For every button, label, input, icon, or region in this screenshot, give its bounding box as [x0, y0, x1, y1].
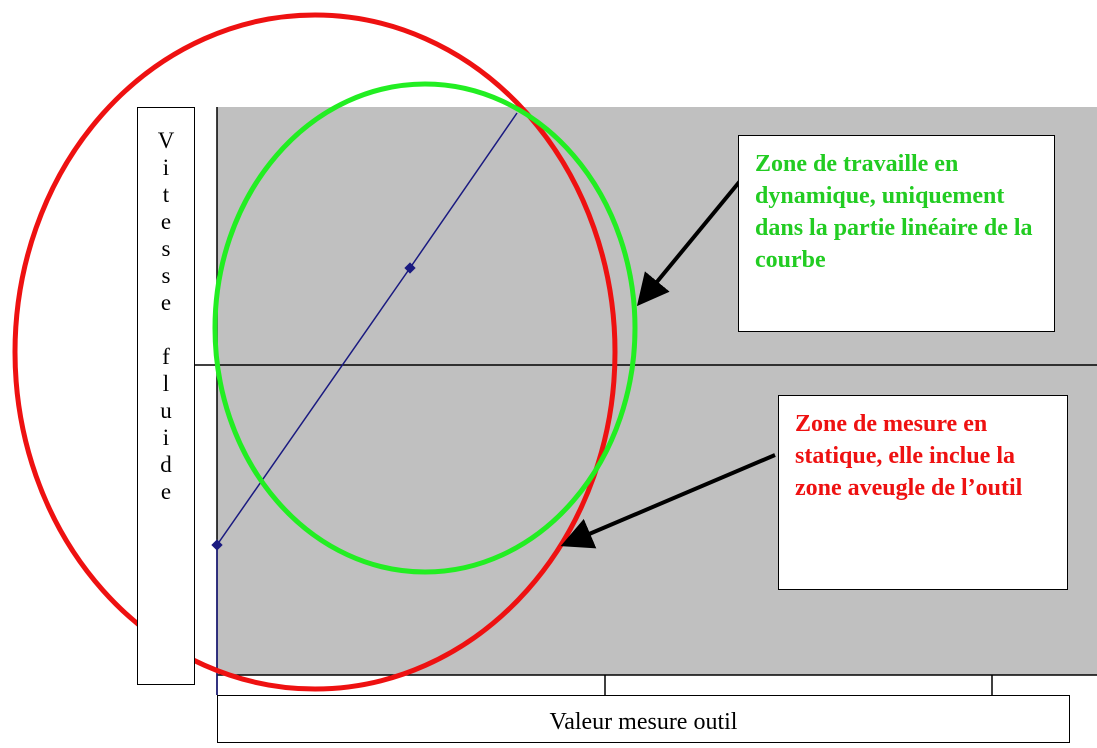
green-zone — [212, 81, 638, 575]
red-zone — [12, 12, 618, 692]
arrow — [636, 173, 747, 307]
x-axis-label: Valeur mesure outil — [217, 695, 1070, 743]
annotation: Zone de travaille en dynamique, uniqueme… — [738, 135, 1055, 332]
y-axis-label: Vitesse fluide — [137, 107, 195, 685]
arrow — [560, 453, 776, 549]
point — [404, 262, 416, 274]
curve — [216, 112, 518, 695]
annotation: Zone de mesure en statique, elle inclue … — [778, 395, 1068, 590]
point — [211, 539, 223, 551]
